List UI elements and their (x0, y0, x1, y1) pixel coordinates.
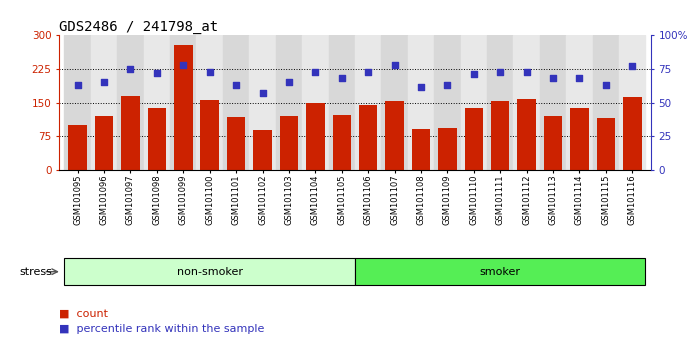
Text: ■  percentile rank within the sample: ■ percentile rank within the sample (59, 324, 264, 334)
Bar (570, 108, 589, 170)
Bar (438, 128, 457, 170)
Bar (253, 131, 271, 170)
Point (151, 70, 162, 76)
Point (574, 76, 585, 81)
Bar (514, 35, 540, 170)
Bar (143, 35, 170, 170)
Point (442, 82, 453, 88)
Bar (91, 35, 117, 170)
Point (363, 69, 374, 75)
Bar (408, 35, 434, 170)
Bar (95, 116, 113, 170)
Bar (280, 116, 298, 170)
Point (99, 80, 110, 85)
Bar (249, 35, 276, 170)
Bar (487, 35, 514, 170)
Bar (276, 35, 302, 170)
Bar (68, 125, 87, 170)
Bar (623, 97, 642, 170)
Bar (121, 96, 140, 170)
Point (336, 76, 347, 81)
Bar (619, 35, 645, 170)
Bar (329, 35, 355, 170)
Point (600, 82, 611, 88)
Text: smoker: smoker (480, 267, 521, 277)
Bar (464, 108, 483, 170)
Point (389, 62, 400, 68)
Point (416, 84, 427, 89)
Bar (196, 35, 223, 170)
Point (521, 69, 532, 75)
Bar (333, 115, 351, 170)
Bar (355, 258, 645, 285)
Bar (306, 103, 324, 170)
Bar (359, 105, 377, 170)
Bar (517, 99, 536, 170)
Bar (412, 129, 430, 170)
Point (548, 76, 559, 81)
Text: stress: stress (19, 267, 52, 277)
Bar (355, 35, 381, 170)
Bar (117, 35, 143, 170)
Bar (381, 35, 408, 170)
Bar (544, 116, 562, 170)
Bar (65, 258, 355, 285)
Bar (491, 101, 509, 170)
Bar (434, 35, 461, 170)
Bar (65, 35, 91, 170)
Bar (567, 35, 593, 170)
Bar (386, 101, 404, 170)
Bar (302, 35, 329, 170)
Point (310, 69, 321, 75)
Bar (596, 118, 615, 170)
Text: GDS2486 / 241798_at: GDS2486 / 241798_at (59, 21, 219, 34)
Bar (170, 35, 196, 170)
Bar (461, 35, 487, 170)
Bar (148, 108, 166, 170)
Point (125, 66, 136, 72)
Point (626, 63, 638, 69)
Point (230, 82, 242, 88)
Bar (174, 45, 193, 170)
Bar (227, 117, 246, 170)
Bar (200, 99, 219, 170)
Point (495, 69, 506, 75)
Text: non-smoker: non-smoker (177, 267, 243, 277)
Bar (540, 35, 567, 170)
Point (72, 82, 84, 88)
Bar (593, 35, 619, 170)
Text: ■  count: ■ count (59, 308, 108, 318)
Point (204, 69, 215, 75)
Point (283, 80, 294, 85)
Bar (223, 35, 249, 170)
Point (257, 90, 268, 96)
Point (177, 62, 189, 68)
Point (468, 72, 480, 77)
